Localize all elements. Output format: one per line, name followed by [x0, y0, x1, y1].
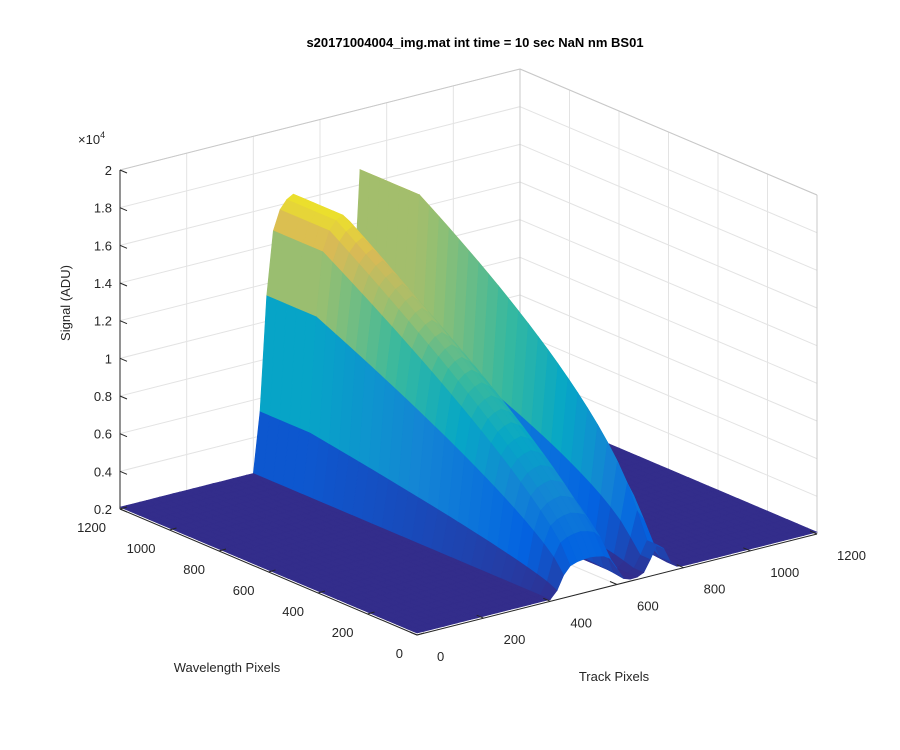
- z-tick-mark: [119, 207, 128, 212]
- x-tick-mark: [676, 564, 684, 569]
- y-tick-label: 200: [332, 625, 354, 640]
- y-tick-label: 400: [282, 604, 304, 619]
- x-tick-label: 600: [637, 599, 659, 614]
- grid-line: [519, 219, 818, 347]
- z-tick-mark: [119, 282, 128, 287]
- z-tick-mark: [119, 433, 128, 438]
- y-tick-mark: [367, 611, 375, 615]
- z-tick-mark: [119, 320, 128, 325]
- y-tick-mark: [218, 548, 227, 552]
- z-tick-mark: [119, 357, 128, 362]
- y-tick-label: 0: [396, 646, 403, 661]
- y-tick-mark: [268, 569, 276, 573]
- x-tick-mark: [476, 614, 484, 619]
- surface-mesh: [119, 169, 818, 634]
- x-tick-label: 1000: [770, 565, 799, 580]
- y-tick-mark: [169, 527, 177, 531]
- z-axis-label: Signal (ADU): [58, 265, 73, 341]
- z-tick-label: 1.4: [94, 276, 112, 291]
- x-tick-mark: [543, 597, 551, 602]
- z-tick-label: 1: [105, 351, 112, 366]
- z-tick-mark: [119, 470, 128, 475]
- x-tick-mark: [809, 530, 818, 535]
- y-tick-label: 800: [183, 562, 205, 577]
- z-multiplier: ×104: [78, 130, 105, 147]
- z-tick-label: 2: [105, 163, 112, 178]
- grid-line: [519, 106, 818, 234]
- grid-line: [519, 332, 818, 460]
- z-tick-label: 1.6: [94, 238, 112, 253]
- z-tick-label: 0.8: [94, 389, 112, 404]
- y-tick-label: 1200: [77, 520, 106, 535]
- z-tick-mark: [119, 395, 128, 400]
- z-tick-label: 0.4: [94, 464, 112, 479]
- grid-line: [119, 106, 521, 209]
- z-tick-mark: [119, 169, 128, 174]
- x-axis-label: Track Pixels: [579, 669, 650, 684]
- y-tick-mark: [119, 506, 128, 510]
- z-tick-label: 0.2: [94, 502, 112, 517]
- surface-patch: [406, 626, 425, 634]
- grid-line: [519, 68, 818, 196]
- x-tick-label: 200: [504, 632, 526, 647]
- x-tick-label: 1200: [837, 548, 866, 563]
- y-axis-label: Wavelength Pixels: [174, 660, 281, 675]
- y-tick-label: 1000: [127, 541, 156, 556]
- z-tick-label: 1.8: [94, 201, 112, 216]
- y-tick-mark: [317, 590, 326, 594]
- grid-line: [519, 143, 818, 271]
- grid-line: [519, 181, 818, 309]
- z-tick-label: 1.2: [94, 314, 112, 329]
- grid-line: [119, 68, 521, 171]
- y-tick-label: 600: [233, 583, 255, 598]
- x-tick-mark: [609, 581, 618, 585]
- grid-line: [519, 256, 818, 384]
- x-tick-label: 0: [437, 649, 444, 664]
- x-tick-label: 400: [570, 615, 592, 630]
- x-tick-mark: [743, 547, 751, 552]
- grid-line: [519, 294, 818, 422]
- grid-line: [119, 143, 521, 246]
- z-tick-label: 0.6: [94, 427, 112, 442]
- z-tick-mark: [119, 244, 128, 249]
- axis-ticks: 0.2 0.4 0.6 0.8 1 1.2 1.4 1.6 1.8 2 0 200 400 600 800 1…: [77, 163, 866, 664]
- chart-title: s20171004004_img.mat int time = 10 sec N…: [306, 35, 643, 50]
- z-multiplier-base: ×10: [78, 132, 100, 147]
- z-multiplier-exponent: 4: [100, 130, 105, 140]
- x-tick-label: 800: [704, 582, 726, 597]
- x-tick-mark: [409, 631, 418, 636]
